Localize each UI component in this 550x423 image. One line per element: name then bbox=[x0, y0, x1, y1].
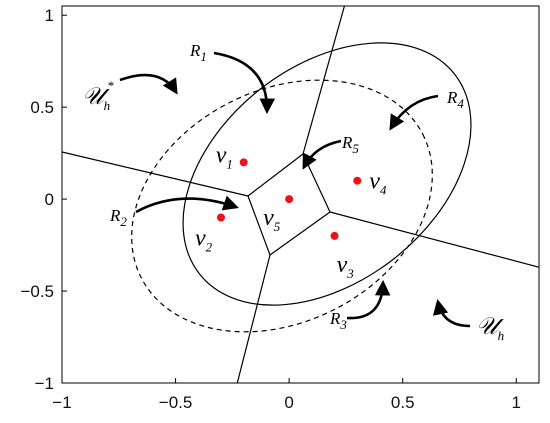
point-label-v4: v4 bbox=[369, 169, 387, 198]
arrow-r1 bbox=[213, 51, 276, 115]
point-label-v3: v3 bbox=[337, 252, 355, 281]
point-v4 bbox=[353, 176, 362, 185]
annotation-arrows bbox=[119, 51, 471, 328]
y-tick-label: −1 bbox=[35, 374, 54, 393]
region-labels: R1 R2 R3 R4 R5 bbox=[109, 41, 464, 332]
x-tick-label: 1 bbox=[512, 393, 521, 412]
uh-star-ellipse bbox=[131, 79, 433, 333]
point-label-v5: v5 bbox=[263, 205, 281, 234]
x-tick-label: −0.5 bbox=[159, 393, 193, 412]
data-points: v1 v2 v3 v4 v5 bbox=[195, 142, 387, 281]
arrow-uh-star bbox=[119, 73, 178, 95]
y-tick-label: 1 bbox=[45, 6, 54, 25]
point-v5 bbox=[285, 195, 294, 204]
y-tick-label: −0.5 bbox=[20, 282, 54, 301]
point-v1 bbox=[239, 158, 248, 167]
arrow-r5 bbox=[302, 139, 342, 170]
x-tick-label: 0.5 bbox=[391, 393, 415, 412]
uh-ellipse bbox=[182, 42, 472, 306]
point-label-v1: v1 bbox=[216, 142, 233, 171]
point-v2 bbox=[217, 213, 225, 222]
label-r1: R1 bbox=[189, 41, 207, 64]
x-tick-label: 0 bbox=[284, 393, 293, 412]
point-label-v2: v2 bbox=[195, 225, 213, 254]
plot-frame bbox=[61, 5, 540, 384]
arrow-r3 bbox=[346, 279, 391, 320]
label-r5: R5 bbox=[341, 133, 359, 156]
y-tick-label: 0 bbox=[45, 190, 54, 209]
label-r4: R4 bbox=[446, 88, 464, 111]
arrow-r4 bbox=[389, 94, 439, 131]
y-tick-label: 0.5 bbox=[30, 98, 54, 117]
axis-ticks: −1 −0.5 0 0.5 1 −1 −0.5 0 0.5 1 bbox=[20, 6, 521, 412]
x-tick-label: −1 bbox=[52, 393, 71, 412]
arrow-r2 bbox=[135, 195, 239, 214]
label-r2: R2 bbox=[109, 206, 127, 229]
label-r3: R3 bbox=[329, 309, 347, 332]
point-v3 bbox=[330, 231, 339, 240]
arrow-uh bbox=[432, 298, 471, 328]
